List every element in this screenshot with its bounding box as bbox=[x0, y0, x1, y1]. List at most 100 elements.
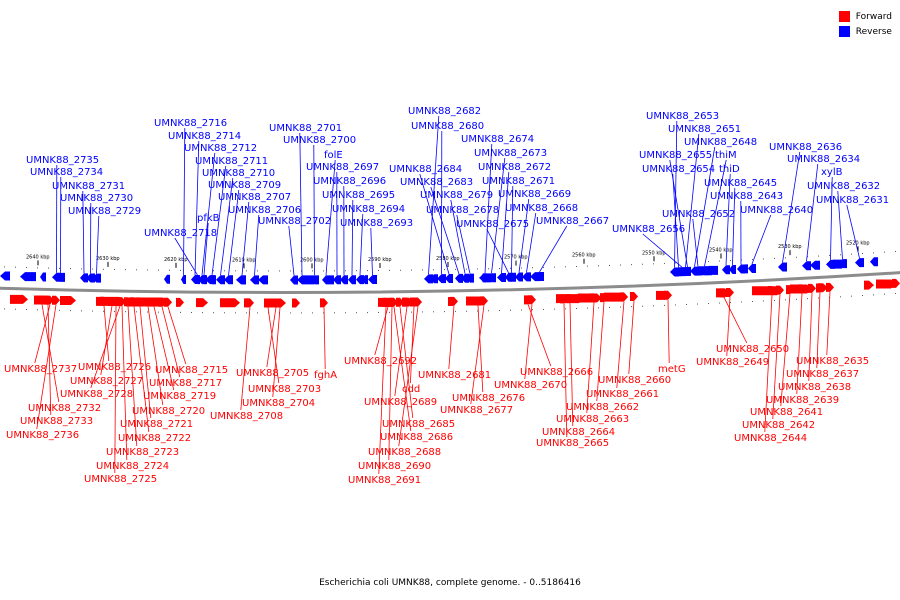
minor-tick bbox=[378, 311, 379, 313]
minor-tick bbox=[136, 269, 137, 271]
label-leader bbox=[399, 306, 414, 419]
gene-label: UMNK88_2649 bbox=[696, 357, 769, 368]
minor-tick bbox=[642, 263, 643, 265]
tick-label: 2630 kbp bbox=[96, 256, 120, 262]
reverse-gene-arrow bbox=[455, 273, 463, 283]
minor-tick bbox=[301, 312, 302, 314]
gene-label: UMNK88_2701 bbox=[269, 123, 342, 134]
minor-tick bbox=[774, 257, 775, 259]
reverse-gene-arrow bbox=[20, 272, 36, 282]
label-leader bbox=[82, 190, 85, 274]
forward-gene-arrow bbox=[414, 297, 422, 307]
minor-tick bbox=[334, 270, 335, 272]
reverse-gene-arrow bbox=[445, 274, 453, 284]
label-leader bbox=[527, 304, 552, 367]
reverse-gene-arrow bbox=[466, 273, 474, 283]
gene-label: UMNK88_2681 bbox=[418, 370, 491, 381]
tick-label: 2550 kbp bbox=[642, 250, 666, 256]
minor-tick bbox=[631, 264, 632, 266]
minor-tick bbox=[213, 270, 214, 272]
tick-label: 2560 kbp bbox=[572, 253, 596, 259]
gene-label: UMNK88_2736 bbox=[6, 430, 79, 441]
forward-gene-arrow bbox=[466, 296, 486, 306]
gene-label: UMNK88_2725 bbox=[84, 474, 157, 485]
minor-tick bbox=[543, 266, 544, 268]
reverse-swatch bbox=[838, 26, 850, 37]
minor-tick bbox=[829, 254, 830, 256]
forward-gene-arrow bbox=[448, 296, 456, 306]
minor-tick bbox=[290, 312, 291, 314]
gene-label: UMNK88_2731 bbox=[52, 181, 125, 192]
minor-tick bbox=[15, 266, 16, 268]
minor-tick bbox=[59, 309, 60, 311]
minor-tick bbox=[114, 268, 115, 270]
minor-tick bbox=[785, 257, 786, 259]
forward-gene-arrow bbox=[604, 292, 628, 302]
gene-label: folE bbox=[324, 150, 343, 161]
minor-tick bbox=[664, 304, 665, 306]
reverse-gene-arrow bbox=[855, 258, 864, 268]
tick-label: 2640 kbp bbox=[26, 254, 50, 260]
reverse-gene-arrow bbox=[530, 272, 540, 282]
label-leader bbox=[526, 212, 537, 273]
gene-label: UMNK88_2644 bbox=[734, 433, 807, 444]
forward-gene-arrow bbox=[96, 296, 124, 306]
minor-tick bbox=[422, 269, 423, 271]
forward-gene-arrow bbox=[244, 298, 252, 308]
label-leader bbox=[430, 186, 460, 274]
minor-tick bbox=[367, 312, 368, 314]
minor-tick bbox=[235, 270, 236, 272]
label-leader bbox=[806, 163, 819, 262]
reverse-gene-arrow bbox=[505, 272, 512, 282]
label-leader bbox=[174, 237, 198, 276]
label-leader bbox=[153, 306, 175, 391]
minor-tick bbox=[70, 268, 71, 270]
minor-tick bbox=[92, 310, 93, 312]
label-leader bbox=[47, 304, 52, 416]
reverse-gene-arrow bbox=[0, 271, 10, 281]
label-leader bbox=[796, 293, 803, 395]
minor-tick bbox=[147, 269, 148, 271]
reverse-gene-arrow bbox=[340, 275, 348, 285]
label-leader bbox=[685, 133, 700, 268]
minor-tick bbox=[4, 308, 5, 310]
gene-label: UMNK88_2711 bbox=[195, 156, 268, 167]
gene-label: UMNK88_2724 bbox=[96, 461, 169, 472]
minor-tick bbox=[81, 268, 82, 270]
minor-tick bbox=[367, 270, 368, 272]
minor-tick bbox=[4, 266, 5, 268]
minor-tick bbox=[554, 308, 555, 310]
gene-label: UMNK88_2695 bbox=[322, 190, 395, 201]
label-leader bbox=[272, 307, 281, 398]
label-leader bbox=[816, 292, 821, 369]
minor-tick bbox=[114, 310, 115, 312]
forward-gene-arrow bbox=[176, 297, 184, 307]
reverse-gene-arrow bbox=[748, 264, 756, 274]
gene-label: UMNK88_2693 bbox=[340, 218, 413, 229]
minor-tick bbox=[664, 262, 665, 264]
label-leader bbox=[723, 297, 748, 344]
gene-label: UMNK88_2641 bbox=[750, 407, 823, 418]
minor-tick bbox=[125, 311, 126, 313]
minor-tick bbox=[279, 270, 280, 272]
gene-label: UMNK88_2645 bbox=[704, 178, 777, 189]
gene-label: UMNK88_2677 bbox=[440, 405, 513, 416]
gene-label: UMNK88_2714 bbox=[168, 131, 241, 142]
tick-label: 2540 kbp bbox=[709, 247, 733, 253]
tick-label: 2590 kbp bbox=[368, 257, 392, 263]
gene-label: UMNK88_2666 bbox=[520, 367, 593, 378]
gene-label: UMNK88_2710 bbox=[202, 168, 275, 179]
minor-tick bbox=[741, 259, 742, 261]
minor-tick bbox=[840, 254, 841, 256]
legend-forward: Forward bbox=[838, 9, 892, 24]
minor-tick bbox=[686, 304, 687, 306]
label-leader bbox=[359, 213, 364, 276]
genome-caption: Escherichia coli UMNK88, complete genome… bbox=[319, 578, 581, 588]
minor-tick bbox=[103, 310, 104, 312]
reverse-gene-arrow bbox=[368, 275, 377, 285]
reverse-gene-arrow bbox=[236, 275, 246, 285]
minor-tick bbox=[378, 269, 379, 271]
minor-tick bbox=[730, 302, 731, 304]
label-leader bbox=[511, 185, 514, 273]
gene-label: metG bbox=[658, 364, 686, 375]
